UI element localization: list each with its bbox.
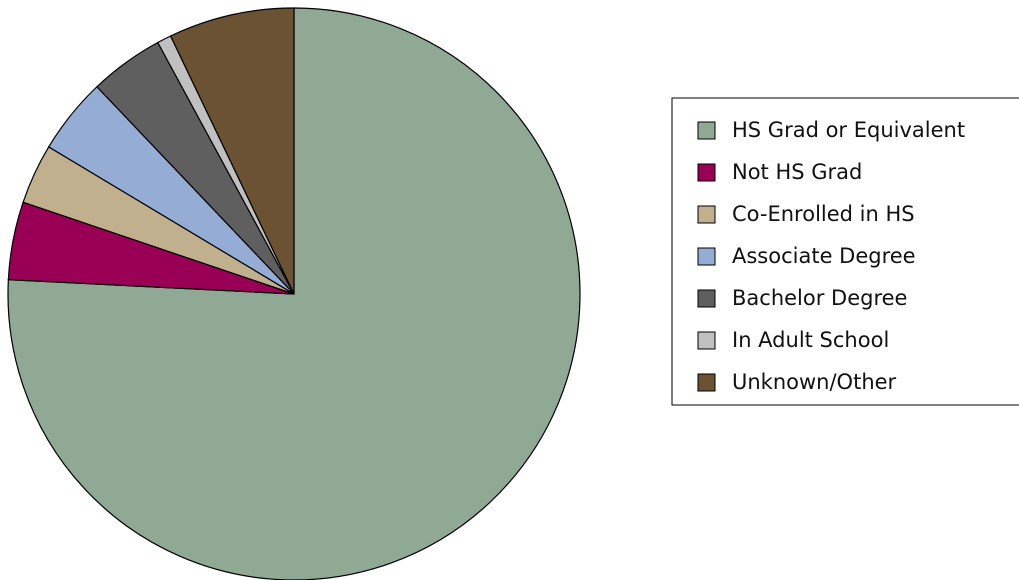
legend-label: HS Grad or Equivalent: [732, 118, 965, 142]
pie-slice: [169, 7, 295, 295]
legend-swatch: [697, 247, 716, 266]
legend-swatch: [697, 121, 716, 140]
legend-label: Associate Degree: [732, 244, 916, 268]
legend-label: Unknown/Other: [732, 370, 897, 394]
legend-swatch: [697, 331, 716, 350]
legend-swatch: [697, 163, 716, 182]
legend-label: Co-Enrolled in HS: [732, 202, 915, 226]
legend-label: Bachelor Degree: [732, 286, 907, 310]
legend-label: Not HS Grad: [732, 160, 862, 184]
legend-box: [671, 97, 1019, 406]
legend-label: In Adult School: [732, 328, 889, 352]
legend-swatch: [697, 205, 716, 224]
legend-swatch: [697, 373, 716, 392]
legend-swatch: [697, 289, 716, 308]
